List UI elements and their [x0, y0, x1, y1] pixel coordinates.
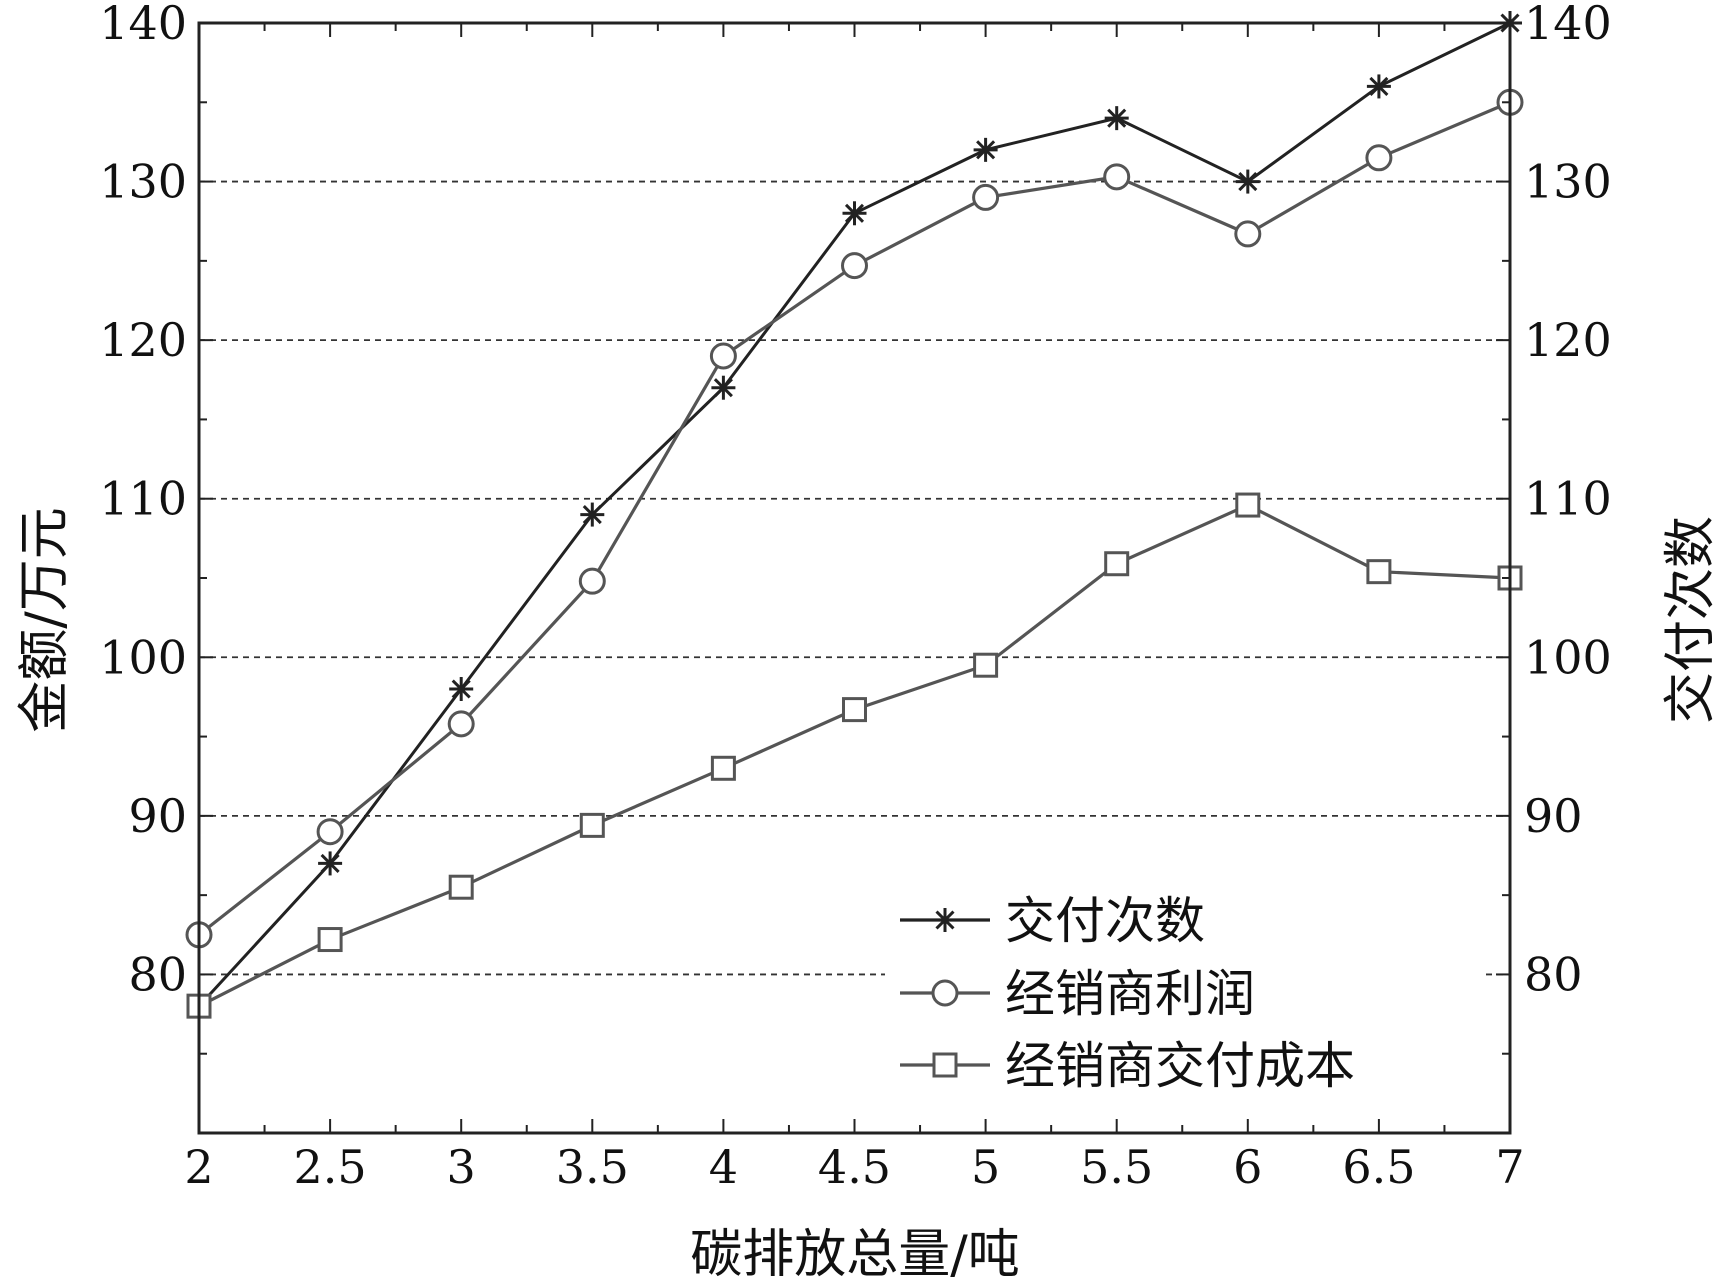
star-stroke [451, 679, 471, 699]
data-point [448, 874, 474, 900]
data-point [578, 567, 606, 595]
data-point [711, 375, 736, 400]
data-point [1103, 163, 1131, 191]
x-tick-label: 5 [971, 1140, 1000, 1194]
y-tick-label-right: 80 [1524, 947, 1583, 1001]
y-axis-title-left: 金额/万元 [15, 507, 75, 733]
legend-marker [931, 979, 959, 1007]
x-tick-label: 6 [1233, 1140, 1262, 1194]
legend-label: 交付次数 [1005, 892, 1205, 950]
y-tick-label-right: 120 [1524, 313, 1612, 367]
data-point [447, 710, 475, 738]
data-point [973, 652, 999, 678]
legend-marker [932, 1052, 958, 1078]
y-tick-label-right: 100 [1524, 630, 1612, 684]
data-point [1365, 144, 1393, 172]
x-tick-label: 2.5 [294, 1140, 367, 1194]
data-point [580, 502, 605, 527]
data-point [1235, 492, 1261, 518]
y-tick-label-right: 90 [1524, 789, 1583, 843]
data-point [709, 342, 737, 370]
x-tick-label: 6.5 [1342, 1140, 1415, 1194]
data-point [1235, 169, 1260, 194]
data-point [973, 137, 998, 162]
star-stroke [582, 505, 602, 525]
legend-label: 经销商交付成本 [1005, 1037, 1355, 1095]
legend-marker [933, 908, 957, 932]
legend-label: 经销商利润 [1005, 965, 1255, 1023]
series-star [187, 11, 1522, 1019]
star-stroke [935, 910, 955, 930]
x-tick-label: 3 [447, 1140, 476, 1194]
data-point [317, 927, 343, 953]
y-tick-label-left: 90 [128, 789, 187, 843]
data-point [579, 812, 605, 838]
data-point [1234, 220, 1262, 248]
star-stroke [1369, 76, 1389, 96]
star-stroke [1107, 108, 1127, 128]
x-tick-label: 5.5 [1080, 1140, 1153, 1194]
y-axis-title-right: 交付次数 [1661, 516, 1721, 724]
y-tick-label-left: 100 [99, 630, 187, 684]
y-tick-label-left: 130 [99, 155, 187, 209]
data-point [972, 183, 1000, 211]
data-point [841, 252, 868, 280]
x-tick-label: 4 [709, 1140, 738, 1194]
y-tick-label-left: 140 [99, 0, 187, 50]
y-tick-label-right: 130 [1524, 155, 1612, 209]
x-axis-title: 碳排放总量/吨 [690, 1225, 1020, 1285]
legend-background [885, 868, 1485, 1108]
y-tick-label-left: 120 [99, 313, 187, 367]
series-square [186, 492, 1523, 1019]
star-stroke [844, 203, 865, 223]
x-tick-label: 3.5 [556, 1140, 629, 1194]
axes: 80 90 100 110 120 130 140 80 90 100 110 120 130 140 2 2… [99, 0, 1612, 1194]
x-tick-label: 4.5 [818, 1140, 891, 1194]
star-stroke [976, 140, 996, 160]
y-tick-label-left: 80 [128, 947, 187, 1001]
series-layer [185, 11, 1524, 1019]
x-tick-label: 2 [184, 1140, 213, 1194]
star-stroke [320, 853, 340, 873]
data-point [316, 818, 344, 846]
data-point [1366, 74, 1391, 99]
data-point [842, 697, 867, 723]
data-point [449, 677, 474, 701]
data-point [1104, 551, 1130, 577]
y-tick-label-left: 110 [99, 472, 187, 526]
data-point [842, 201, 867, 226]
data-point [318, 851, 343, 876]
y-tick-label-right: 140 [1524, 0, 1612, 50]
data-point [1366, 559, 1392, 585]
x-tick-label: 7 [1495, 1140, 1524, 1194]
data-point [710, 755, 736, 781]
data-point [1104, 106, 1129, 131]
y-tick-label-right: 110 [1524, 472, 1612, 526]
star-stroke [713, 378, 733, 398]
star-stroke [1238, 172, 1258, 192]
